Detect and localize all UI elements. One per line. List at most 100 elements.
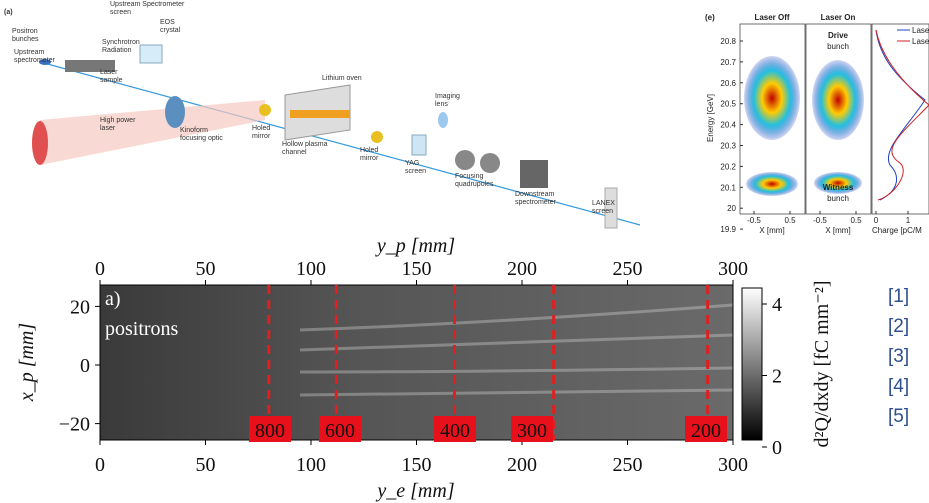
setup-label: LANEX	[592, 200, 615, 207]
panel-label: (a)	[4, 9, 13, 16]
setup-label: mirror	[252, 133, 271, 140]
x-tick-label: 200	[507, 258, 537, 280]
x-tick-label: 150	[402, 258, 432, 280]
reference: [1]	[888, 286, 909, 307]
setup-label: sample	[100, 77, 123, 84]
setup-label: Downstream	[515, 191, 554, 198]
panel-label: (e)	[705, 13, 715, 22]
marker-label: 800	[255, 420, 285, 442]
x-tick-label: 1	[906, 216, 911, 225]
setup-label: Imaging	[435, 93, 460, 100]
reference: [3]	[888, 346, 909, 367]
x-tick-label: 0	[874, 216, 879, 225]
y-tick-label: 20.3	[720, 142, 736, 151]
species-label: positrons	[105, 318, 179, 340]
column-title: Laser On	[821, 13, 856, 22]
annotation: bunch	[827, 42, 849, 51]
y-tick-label: 20.7	[720, 58, 736, 67]
setup-label: Positron	[12, 28, 38, 35]
setup-label: Hollow plasma	[282, 141, 328, 148]
y-tick-label: 20.6	[720, 79, 736, 88]
setup-label: Laser	[100, 69, 118, 76]
setup-label: Holed	[252, 125, 270, 132]
setup-label: crystal	[160, 27, 181, 34]
setup-label: bunches	[12, 36, 39, 43]
annotation: Witness	[823, 183, 854, 192]
setup-label: High power	[100, 117, 136, 124]
setup-label: focusing optic	[180, 135, 223, 142]
setup-label: Kinoform	[180, 127, 208, 134]
x-tick-label: -0.5	[813, 216, 827, 225]
setup-label: laser	[100, 125, 116, 132]
x-tick-label: 0	[95, 258, 105, 280]
reference: [2]	[888, 316, 909, 337]
setup-label: spectrometer	[14, 57, 56, 64]
column-title: Laser Off	[754, 13, 789, 22]
legend-label: Laser O	[912, 37, 929, 46]
x-tick-label: 150	[402, 454, 432, 476]
y-tick-label: 20	[727, 204, 736, 213]
image-panel: a) positrons	[100, 285, 762, 440]
setup-label: screen	[110, 9, 131, 16]
setup-label: YAG	[405, 160, 419, 167]
marker-label: 200	[691, 420, 721, 442]
marker-label: 600	[325, 420, 355, 442]
y-axis-label: Energy [GeV]	[706, 94, 715, 142]
y-tick-label: 20.5	[720, 100, 736, 109]
setup-label: Synchrotron	[102, 39, 140, 46]
x-tick-label: 50	[196, 258, 216, 280]
setup-label: mirror	[360, 155, 379, 162]
setup-label: Radiation	[102, 47, 132, 54]
legend-label: Laser O	[912, 26, 929, 35]
x-axis-label: y_e [mm]	[375, 480, 454, 502]
setup-label: channel	[282, 149, 307, 156]
x-axis-label: X [mm]	[825, 226, 850, 235]
marker-label: 300	[517, 420, 547, 442]
y-tick-label: 0	[80, 355, 90, 377]
x-tick-label: 250	[613, 258, 643, 280]
x-tick-label: 100	[296, 454, 326, 476]
x-tick-label: 0.5	[784, 216, 796, 225]
x-tick-label: 200	[507, 454, 537, 476]
setup-label: Focusing	[455, 173, 484, 180]
setup-label: Upstream	[14, 49, 45, 56]
annotation: bunch	[827, 194, 849, 203]
setup-label: screen	[405, 168, 426, 175]
x-tick-label: 0.5	[850, 216, 862, 225]
setup-label: lens	[435, 101, 448, 108]
panel-label: a)	[105, 288, 121, 310]
reference: [4]	[888, 376, 909, 397]
x-tick-label: 300	[718, 258, 748, 280]
setup-label: spectrometer	[515, 199, 557, 206]
x-tick-label: -0.5	[747, 216, 761, 225]
setup-label: EOS	[160, 19, 175, 26]
setup-label: Holed	[360, 147, 378, 154]
reference: [5]	[888, 406, 909, 427]
slide: a) positrons (a) Positronbunches Upstream …	[0, 0, 929, 503]
colorbar-tick-label: 0	[772, 437, 782, 459]
colorbar-tick-label: 4	[772, 294, 782, 316]
y-tick-label: 20.2	[720, 162, 736, 171]
y-tick-label: 20.4	[720, 121, 736, 130]
x-tick-label: 0	[95, 454, 105, 476]
setup-label: Lithium oven	[322, 75, 362, 82]
annotation: Drive	[828, 31, 849, 40]
colorbar-label: d²Q/dxdy [fC mm⁻²]	[811, 281, 833, 448]
colorbar-tick-label: 2	[772, 366, 782, 388]
x-tick-label: 50	[196, 454, 216, 476]
y-tick-label: 20	[70, 296, 90, 318]
x-tick-label: 100	[296, 258, 326, 280]
x-axis-label: y_p [mm]	[375, 235, 455, 257]
y-axis-label: x_p [mm]	[16, 323, 38, 402]
setup-label: Upstream Spectrometer	[110, 1, 185, 8]
marker-label: 400	[440, 420, 470, 442]
x-axis-label: X [mm]	[759, 226, 784, 235]
setup-label: screen	[592, 208, 613, 215]
y-tick-label: −20	[59, 414, 90, 436]
y-tick-label: 19.9	[720, 225, 736, 234]
y-tick-label: 20.8	[720, 37, 736, 46]
x-tick-label: 300	[718, 454, 748, 476]
x-axis-label: Charge [pC/M	[872, 226, 922, 235]
x-tick-label: 250	[613, 454, 643, 476]
setup-label: quadrupoles	[455, 181, 494, 188]
